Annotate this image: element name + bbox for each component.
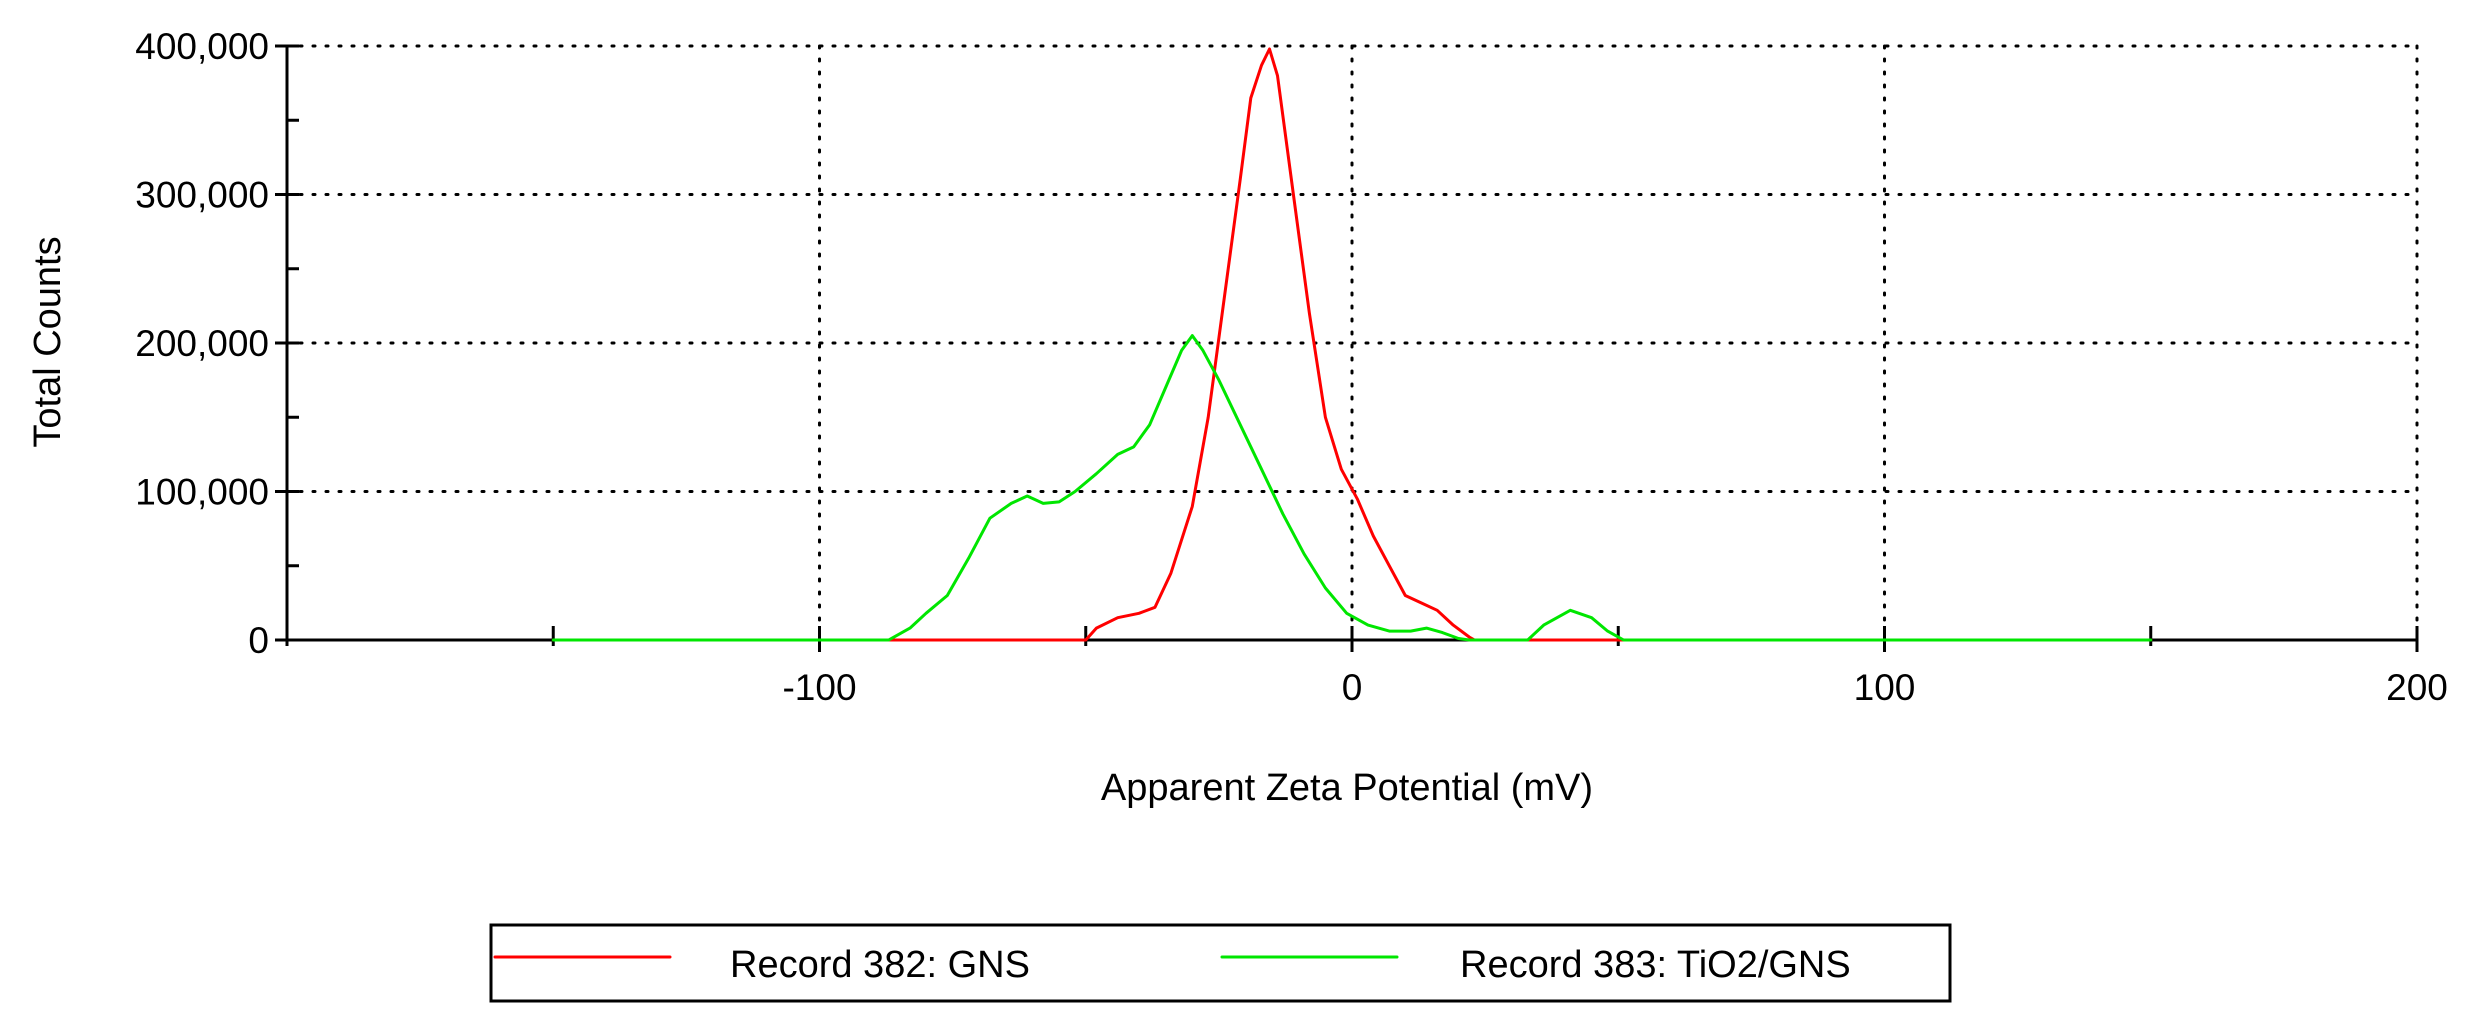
y-tick-label: 300,000 — [135, 175, 269, 216]
y-tick-label: 0 — [248, 620, 269, 661]
y-tick-label: 100,000 — [135, 472, 269, 513]
x-tick-label: 100 — [1854, 667, 1916, 708]
ticks — [275, 44, 2419, 652]
y-tick-label: 200,000 — [135, 323, 269, 364]
series — [551, 47, 2153, 642]
grid — [285, 44, 2419, 642]
legend-label-tio2-gns: Record 383: TiO2/GNS — [1460, 944, 1851, 986]
x-tick-label: 200 — [2386, 667, 2448, 708]
series-line-1 — [551, 334, 2153, 642]
x-tick-label: -100 — [782, 667, 856, 708]
legend-label-gns: Record 382: GNS — [730, 944, 1030, 986]
legend-box — [489, 923, 1952, 1003]
series-line-0 — [551, 47, 2153, 642]
y-axis-title: Total Counts — [27, 236, 69, 447]
tick-labels: 0 100,000 200,000 300,000 400,000 -100 0 100 200 — [135, 26, 2448, 708]
y-tick-label: 400,000 — [135, 26, 269, 67]
x-axis-title: Apparent Zeta Potential (mV) — [1101, 767, 1593, 809]
x-tick-label: 0 — [1342, 667, 1363, 708]
legend: Record 382: GNS Record 383: TiO2/GNS — [489, 923, 1952, 1003]
